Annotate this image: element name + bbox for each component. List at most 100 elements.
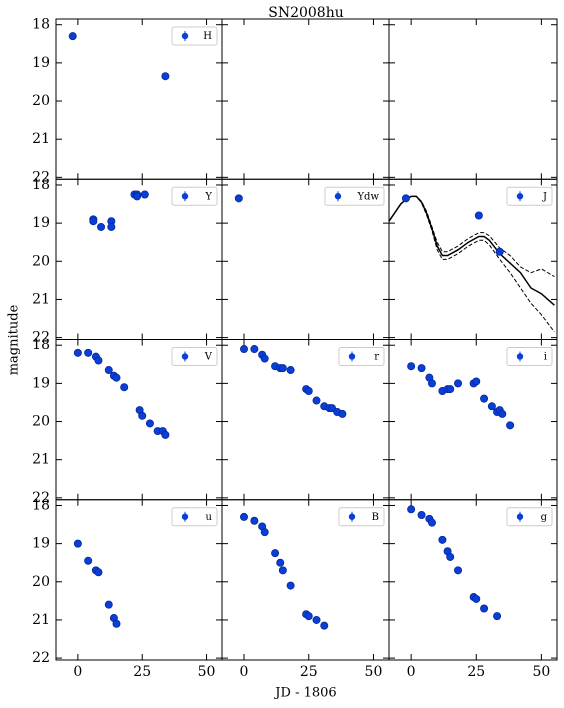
y-tick-label: 19 (32, 536, 50, 552)
data-point (417, 511, 426, 520)
x-tick-label: 0 (240, 664, 249, 680)
legend-marker (348, 513, 356, 520)
data-point (260, 354, 269, 363)
x-tick-label: 50 (365, 664, 383, 680)
panel: Ydw (221, 178, 390, 340)
legend-marker (516, 193, 524, 200)
panel: J (388, 178, 558, 340)
y-tick-label: 18 (32, 337, 50, 353)
data-point (286, 366, 295, 375)
x-tick-label: 25 (467, 664, 485, 680)
legend-marker (181, 353, 189, 360)
data-point (161, 72, 170, 81)
data-point (84, 556, 93, 565)
y-tick-label: 19 (32, 215, 50, 231)
panel (388, 18, 558, 180)
data-point (446, 552, 455, 561)
data-point (97, 222, 106, 231)
legend-box (171, 186, 218, 206)
legend-label: i (544, 352, 547, 363)
data-point (94, 568, 103, 577)
data-point (454, 566, 463, 575)
legend-label: g (541, 512, 548, 523)
data-point (472, 594, 481, 603)
panel: 18 19 20 21 22 Y (32, 177, 223, 346)
panel-frame (221, 18, 390, 180)
data-point (438, 535, 447, 544)
legend-marker (181, 193, 189, 200)
legend-marker (516, 513, 524, 520)
y-tick-label: 20 (32, 93, 50, 109)
data-point (68, 32, 77, 41)
y-axis-label: magnitude (7, 304, 22, 375)
y-tick-label: 22 (32, 490, 50, 506)
legend-label: B (372, 512, 379, 523)
data-point (278, 364, 287, 373)
data-point (427, 379, 436, 388)
y-tick-label: 21 (32, 612, 50, 628)
legend-marker (181, 32, 189, 40)
y-tick-label: 20 (32, 574, 50, 590)
legend-marker (516, 353, 524, 360)
data-point (312, 396, 321, 405)
data-point (104, 600, 113, 609)
data-point (446, 385, 455, 394)
panel-frame (388, 18, 558, 180)
panel: 18 19 20 21 22 H (32, 17, 223, 185)
data-point (161, 430, 170, 439)
data-point (472, 377, 481, 386)
data-point (320, 621, 329, 630)
legend-box (506, 507, 553, 527)
panel (221, 18, 390, 180)
data-point (112, 619, 121, 628)
y-tick-label: 21 (32, 452, 50, 468)
y-tick-label: 21 (32, 291, 50, 307)
x-tick-label: 25 (133, 664, 151, 680)
data-point (250, 516, 259, 525)
x-tick-label: 0 (407, 664, 416, 680)
y-tick-label: 19 (32, 375, 50, 391)
y-tick-label: 22 (32, 330, 50, 346)
data-point (454, 379, 463, 388)
y-tick-label: 20 (32, 414, 50, 430)
data-point (487, 402, 496, 411)
y-tick-label: 22 (32, 650, 50, 666)
x-axis-label: JD - 1806 (273, 686, 336, 701)
x-tick-label: 50 (532, 664, 550, 680)
data-point (250, 345, 259, 354)
data-point (112, 373, 121, 382)
panel: 18 19 20 21 22 V (32, 337, 223, 506)
data-point (120, 383, 129, 392)
data-point (338, 409, 347, 418)
x-tick-label: 50 (198, 664, 216, 680)
legend-box (338, 347, 385, 366)
data-point (495, 247, 504, 256)
data-point (312, 615, 321, 624)
legend-marker (181, 513, 189, 520)
data-point (407, 362, 416, 371)
data-point (480, 394, 489, 403)
data-point (276, 558, 285, 567)
data-point (94, 356, 103, 365)
legend-box (171, 507, 218, 527)
legend-box (324, 186, 385, 206)
legend-box (171, 26, 218, 46)
panel: 0 25 50 g (388, 499, 558, 680)
x-tick-label: 0 (73, 664, 82, 680)
data-point (107, 222, 116, 231)
data-point (104, 366, 113, 375)
data-point (73, 348, 82, 357)
data-point (506, 421, 515, 430)
data-point (278, 566, 287, 575)
data-point (89, 217, 98, 226)
y-tick-label: 19 (32, 55, 50, 71)
data-point (498, 409, 507, 418)
data-point (240, 345, 249, 354)
data-point (234, 194, 243, 203)
legend-box (171, 347, 218, 366)
model-line (389, 195, 555, 277)
data-point (140, 190, 149, 199)
data-point (474, 211, 483, 220)
y-tick-label: 22 (32, 169, 50, 185)
